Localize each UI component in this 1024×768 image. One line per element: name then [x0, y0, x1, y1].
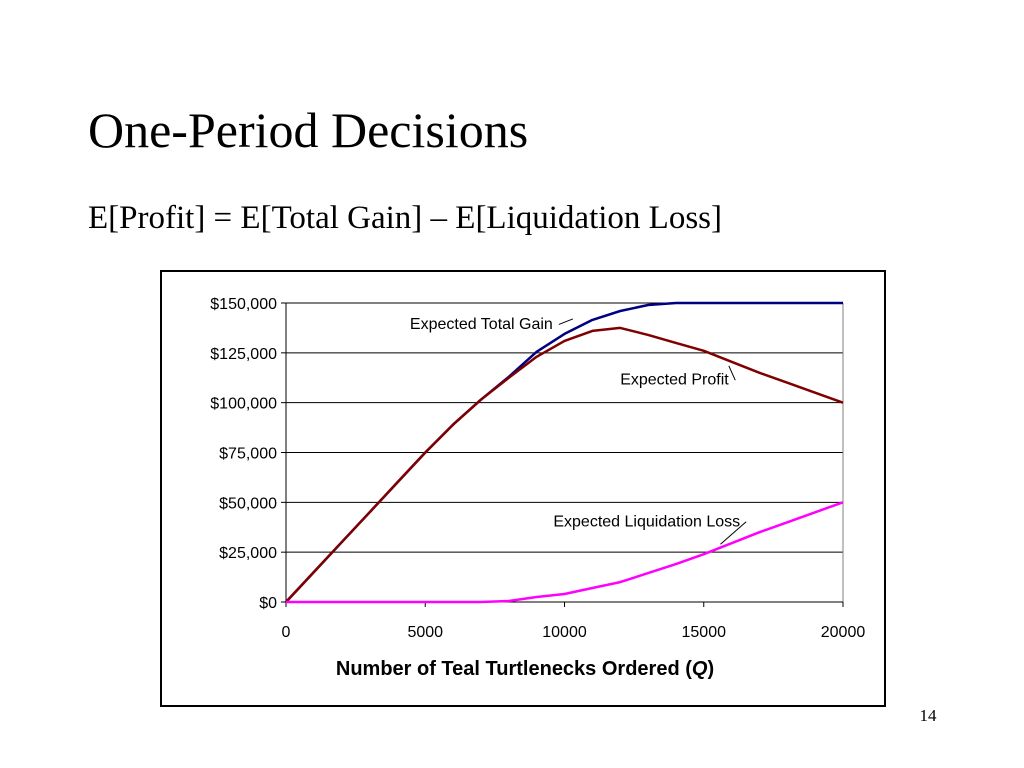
slide-title: One-Period Decisions: [88, 102, 529, 158]
series-line-expected-liquidation-loss: [286, 501, 844, 604]
y-tick-label: $150,000: [210, 296, 277, 313]
y-tick-label: $25,000: [219, 545, 277, 562]
y-tick-label: $100,000: [210, 396, 277, 413]
x-tick-label: 20000: [821, 624, 866, 641]
line-chart: $0 $25,000 $50,000 $75,000 $100,000 $125,000 $…: [210, 296, 866, 641]
annotation-label-expected-liquidation-loss: Expected Liquidation Loss: [553, 513, 740, 530]
annotation-label-expected-profit: Expected Profit: [620, 372, 729, 389]
x-tick-label: 0: [282, 624, 291, 641]
series-line-expected-profit: [285, 326, 844, 603]
y-tick-label: $125,000: [210, 346, 277, 363]
x-axis-label: Number of Teal Turtlenecks Ordered (Q): [162, 658, 888, 681]
annotation-leader-expected-profit: [728, 365, 736, 381]
x-tick-label: 5000: [407, 624, 443, 641]
x-tick-label: 15000: [682, 624, 727, 641]
slide-subtitle: E[Profit] = E[Total Gain] – E[Liquidatio…: [88, 200, 722, 236]
page-number: 14: [919, 706, 937, 725]
annotation-leader-expected-liquidation-loss: [720, 521, 747, 545]
y-tick-label: $0: [259, 595, 277, 612]
x-axis-label-variable: Q: [691, 658, 708, 680]
annotation-leader-expected-total-gain: [558, 318, 574, 325]
x-tick-label: 10000: [542, 624, 587, 641]
y-tick-label: $75,000: [219, 446, 277, 463]
x-axis-label-prefix: Number of Teal Turtlenecks Ordered (: [335, 658, 692, 680]
x-axis-label-suffix: ): [707, 658, 715, 680]
y-tick-label: $50,000: [219, 495, 277, 512]
chart-frame: $0 $25,000 $50,000 $75,000 $100,000 $125,000 $…: [160, 270, 886, 707]
annotation-label-expected-total-gain: Expected Total Gain: [410, 316, 553, 333]
